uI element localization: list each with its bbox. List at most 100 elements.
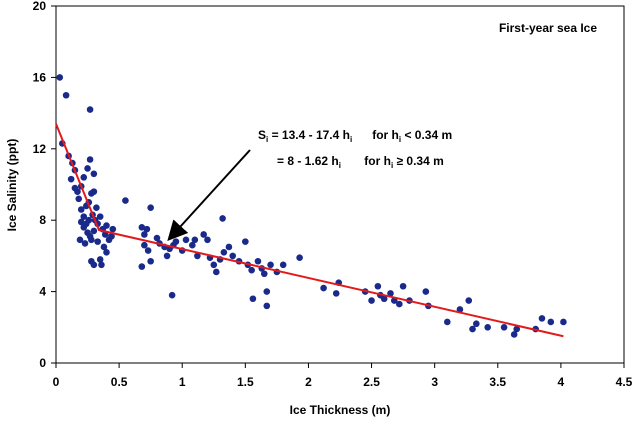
data-point [263, 288, 271, 295]
data-point [80, 213, 88, 220]
data-point [260, 270, 268, 278]
x-tick-label: 4 [558, 375, 565, 389]
data-point [443, 318, 451, 326]
annotation-part: < 0.34 m [401, 128, 452, 142]
data-point [74, 188, 81, 195]
annotation-part: = 13.4 - 17.4 h [268, 128, 350, 142]
fit-line [55, 123, 564, 338]
annotation: Si = 13.4 - 17.4 hi for hi < 0.34 m [258, 128, 452, 144]
data-point [82, 220, 90, 228]
data-point [90, 227, 98, 235]
data-point [249, 295, 257, 303]
data-point [81, 240, 89, 247]
x-axis-label: Ice Thickness (m) [290, 403, 391, 417]
data-point [86, 156, 94, 163]
annotation-part: for h [341, 154, 391, 168]
y-tick-label: 4 [39, 285, 46, 299]
data-point [267, 261, 274, 269]
data-point [469, 325, 476, 333]
data-point [143, 225, 151, 233]
y-tick-label: 0 [39, 356, 46, 370]
data-point [168, 291, 176, 299]
data-point [465, 297, 473, 304]
data-point [296, 254, 303, 261]
data-point [254, 257, 262, 265]
data-point [141, 241, 148, 249]
data-point [213, 268, 220, 276]
data-point [77, 218, 85, 226]
subscript: i [399, 135, 401, 144]
x-tick-label: 1.5 [237, 375, 254, 389]
data-point [103, 222, 110, 229]
data-point [182, 236, 190, 244]
data-point [56, 74, 64, 81]
y-tick-label: 16 [33, 70, 47, 84]
data-point [122, 197, 129, 204]
data-point [510, 331, 518, 338]
data-point [484, 324, 491, 331]
data-point [93, 204, 100, 212]
data-point [387, 290, 394, 297]
data-point [67, 175, 75, 183]
data-point [172, 238, 180, 245]
y-tick-label: 20 [33, 0, 47, 13]
data-point [473, 320, 480, 328]
data-point [210, 261, 218, 269]
data-point [96, 213, 104, 220]
annotation-part: for h [352, 128, 399, 142]
data-point [138, 224, 146, 231]
data-point [98, 261, 105, 269]
data-point [332, 290, 340, 297]
data-point [94, 238, 101, 245]
data-point [109, 225, 117, 233]
data-point [248, 266, 255, 274]
data-point [279, 261, 287, 269]
data-point [560, 318, 567, 326]
x-tick-label: 0 [53, 375, 60, 389]
data-point [141, 231, 148, 238]
y-tick-label: 8 [39, 213, 46, 227]
data-point [189, 241, 196, 249]
data-point [547, 318, 555, 326]
annotation-part: = 8 - 1.62 h [277, 154, 339, 168]
data-point [225, 243, 233, 251]
data-point [138, 263, 146, 270]
data-point [263, 302, 271, 310]
annotation-part: S [258, 128, 266, 142]
data-point [147, 204, 154, 212]
data-point [380, 295, 388, 303]
data-point [399, 282, 407, 290]
data-point [62, 91, 70, 99]
annotation: = 8 - 1.62 hi for hi ≥ 0.34 m [277, 154, 444, 170]
data-point [191, 236, 199, 244]
x-tick-label: 1 [179, 375, 186, 389]
data-point [90, 170, 98, 178]
data-point [368, 297, 375, 304]
data-point [242, 238, 249, 245]
data-point [396, 300, 403, 308]
data-point [75, 195, 83, 203]
data-point [84, 165, 91, 172]
subscript: i [266, 135, 268, 144]
data-point [320, 284, 327, 292]
data-point [456, 306, 464, 313]
y-axis-label: Ice Salinity (ppt) [5, 139, 19, 232]
data-point [204, 236, 211, 244]
data-point [374, 282, 382, 290]
subscript: i [339, 161, 341, 170]
data-point [77, 206, 85, 213]
data-point [513, 325, 521, 333]
data-point [163, 252, 171, 260]
chart-title: First-year sea Ice [499, 21, 597, 35]
data-point [80, 174, 88, 181]
x-tick-label: 2.5 [363, 375, 380, 389]
data-point [90, 261, 98, 269]
data-point [86, 106, 94, 113]
x-tick-label: 3 [431, 375, 438, 389]
data-point [153, 234, 161, 242]
data-point [96, 256, 104, 263]
data-point [100, 243, 108, 251]
subscript: i [350, 135, 352, 144]
data-point [200, 231, 207, 238]
